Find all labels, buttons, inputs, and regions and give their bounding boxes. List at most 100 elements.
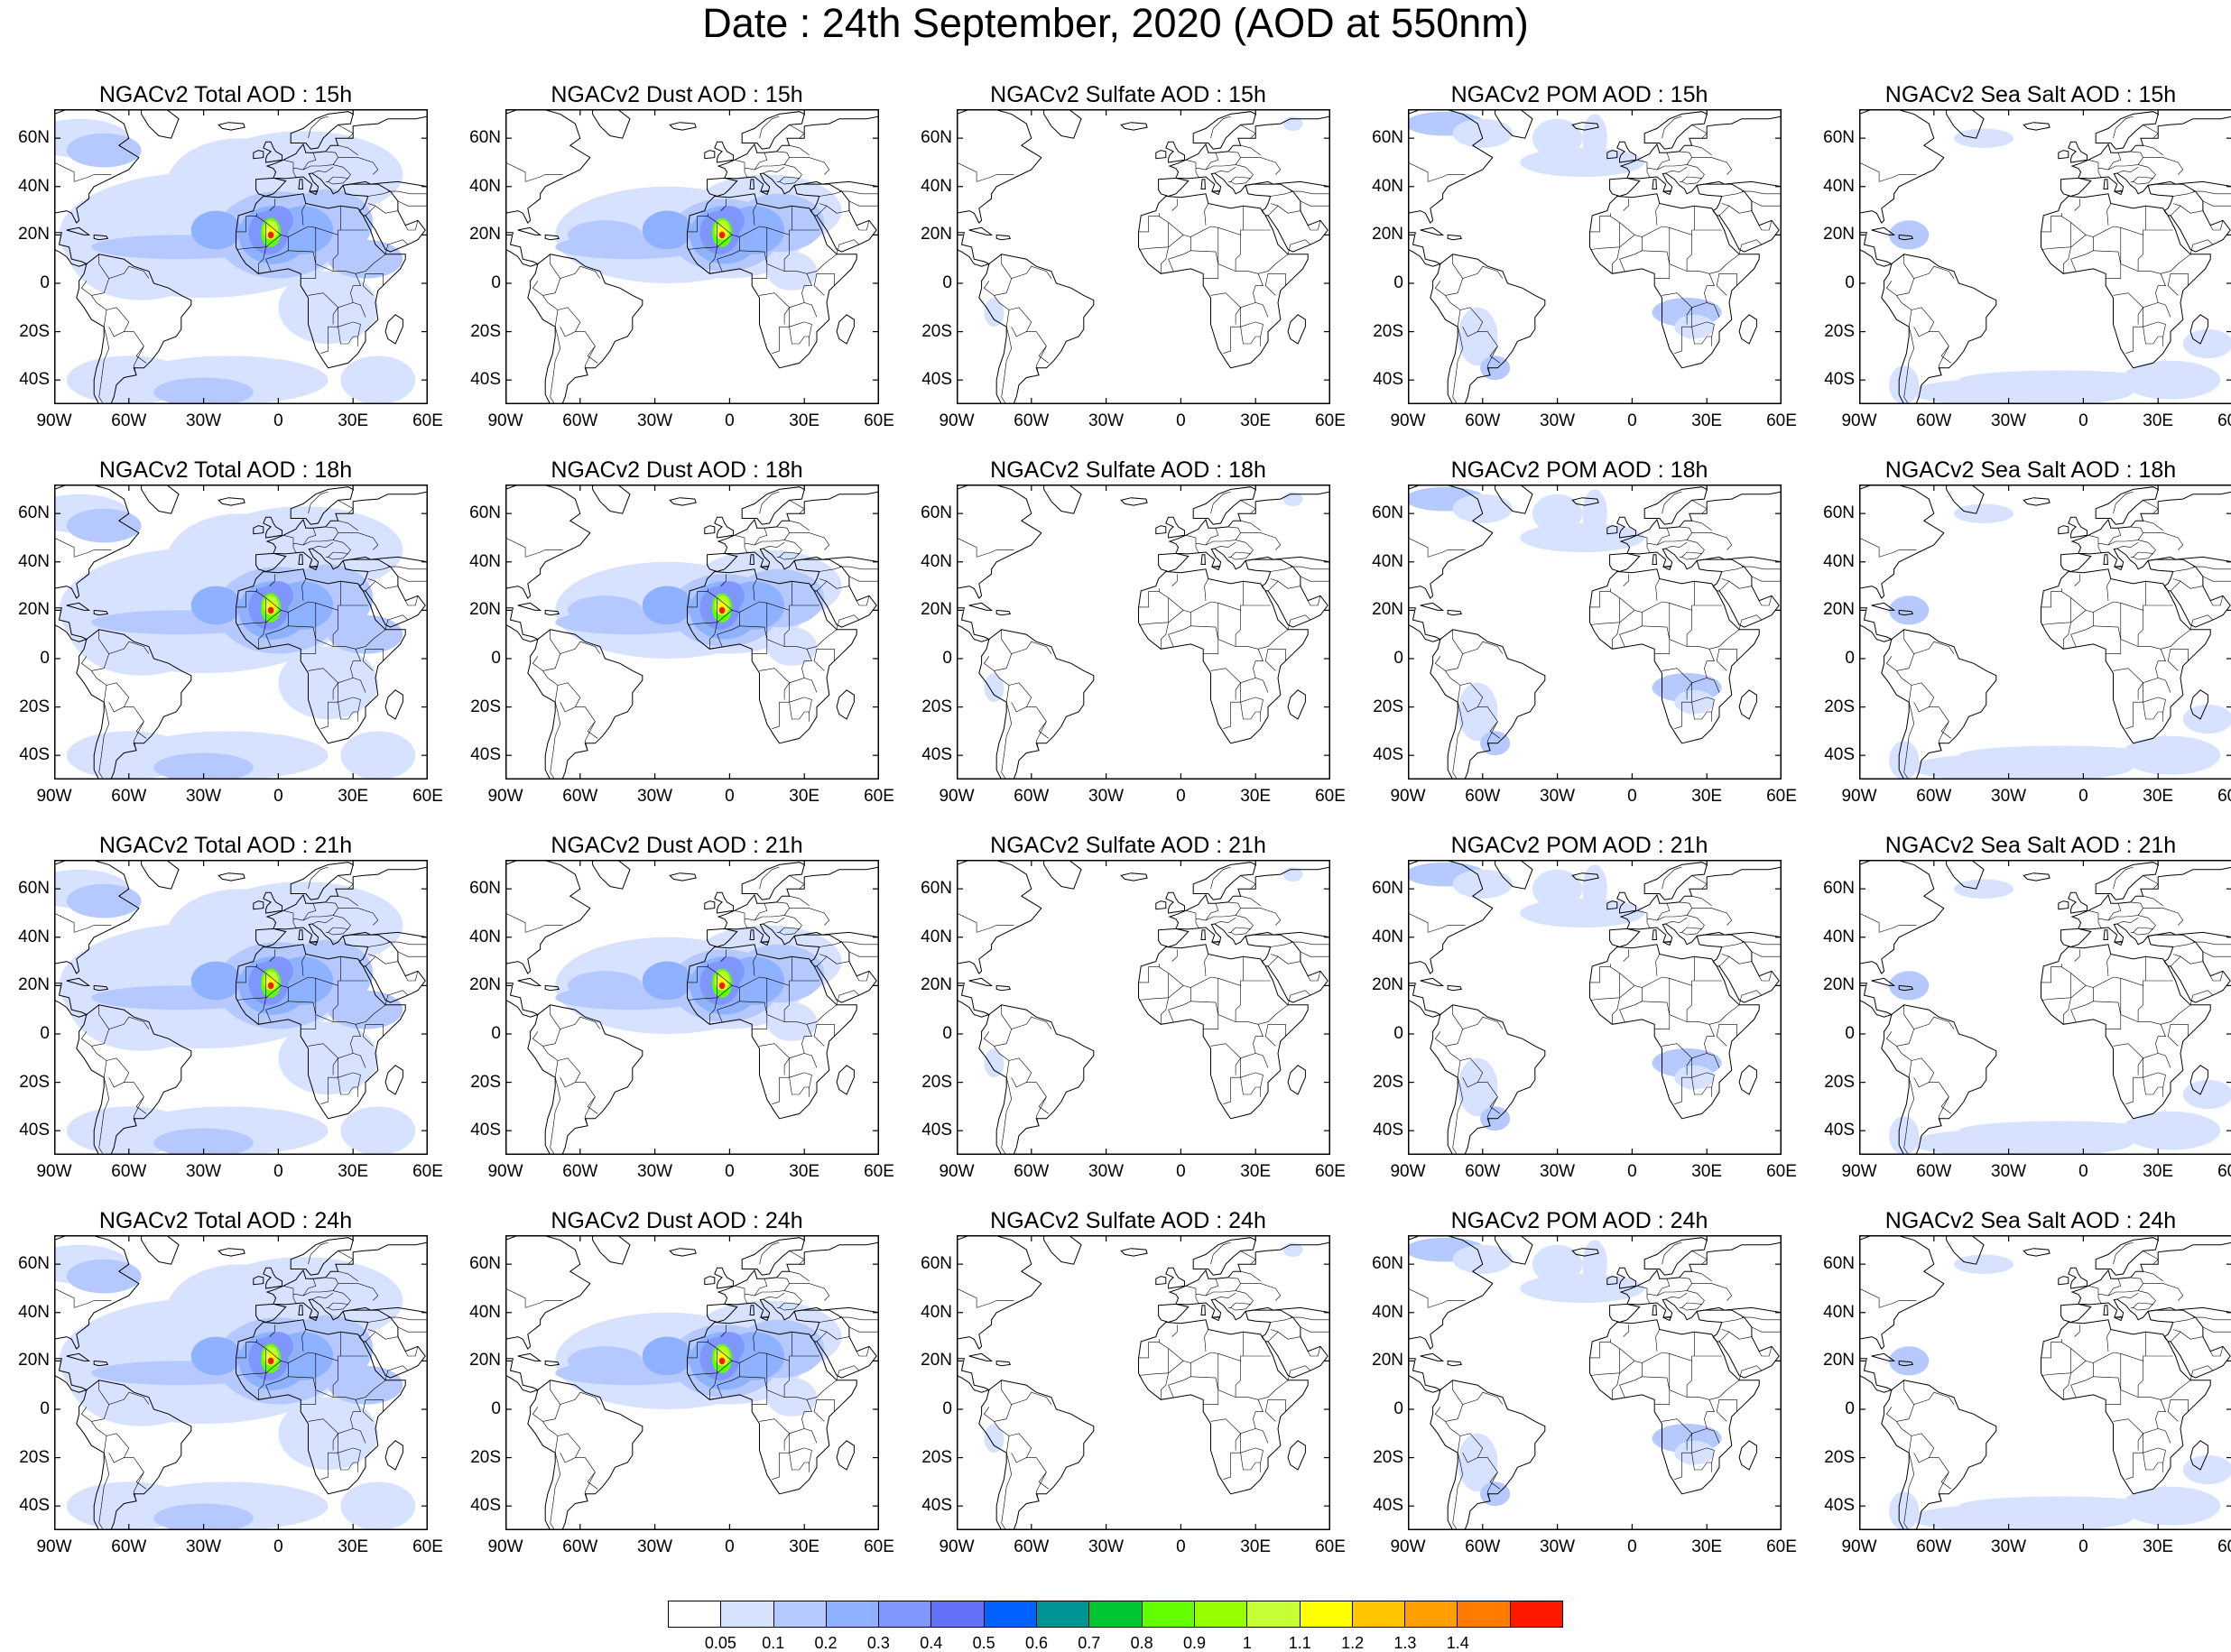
country-border xyxy=(1691,500,1708,514)
country-border xyxy=(404,1346,419,1357)
lon-tick-label: 30E xyxy=(338,787,369,806)
country-border xyxy=(135,1472,147,1490)
coastline xyxy=(1155,900,1167,910)
panel-title: NGACv2 Total AOD : 18h xyxy=(98,457,353,483)
coastline xyxy=(592,1235,631,1265)
country-border xyxy=(789,980,819,986)
country-border xyxy=(367,941,391,947)
coastline xyxy=(2058,525,2069,535)
country-border xyxy=(1210,866,1231,890)
country-border xyxy=(1623,949,1629,962)
country-border xyxy=(1655,1329,1661,1352)
country-border xyxy=(1185,1277,1241,1297)
country-border xyxy=(1636,901,1692,921)
country-border xyxy=(1859,912,1880,933)
coastline xyxy=(1738,314,1757,345)
country-border xyxy=(367,190,391,197)
coastline xyxy=(342,1309,426,1379)
country-border xyxy=(1691,1355,1722,1361)
country-border xyxy=(1253,649,1269,693)
country-border xyxy=(1138,213,1160,233)
country-border xyxy=(1240,908,1282,926)
lat-tick-label: 40S xyxy=(19,370,50,390)
country-border xyxy=(783,629,790,647)
lon-tick-label: 30W xyxy=(1540,411,1576,430)
country-border xyxy=(1300,576,1330,582)
lat-tick-label: 60N xyxy=(469,503,501,523)
country-border xyxy=(80,656,92,671)
country-border xyxy=(1482,265,1504,279)
coastline xyxy=(1138,568,1309,744)
country-border xyxy=(708,1342,790,1380)
country-border xyxy=(1138,235,1184,250)
country-border xyxy=(1691,605,1722,611)
country-border xyxy=(1240,875,1256,890)
panel-title: NGACv2 Total AOD : 24h xyxy=(98,1208,353,1233)
lat-tick-label: 40N xyxy=(921,1302,952,1322)
country-border xyxy=(838,1316,879,1321)
country-border xyxy=(2137,1380,2143,1398)
country-border xyxy=(308,115,329,139)
coastline xyxy=(1192,111,1256,150)
aod-shading xyxy=(1889,595,1930,625)
coastline xyxy=(1738,1065,1757,1095)
country-border xyxy=(325,915,351,933)
country-border xyxy=(1885,656,1897,671)
country-border xyxy=(1903,1077,1915,1155)
country-border xyxy=(1210,1418,1241,1480)
figure-title: Date : 24th September, 2020 (AOD at 550n… xyxy=(702,0,1529,46)
country-border xyxy=(308,491,329,514)
coastline xyxy=(2041,193,2211,369)
coastline xyxy=(760,566,770,571)
country-border xyxy=(1011,702,1047,751)
country-border xyxy=(1205,1278,1219,1297)
lon-tick-label: 30E xyxy=(2143,1537,2174,1556)
coastline xyxy=(76,1004,192,1155)
coastline xyxy=(290,862,354,900)
aod-map-svg xyxy=(505,860,879,1155)
coastline xyxy=(714,516,734,539)
lon-tick-label: 0 xyxy=(1176,787,1186,806)
country-border xyxy=(1681,1304,1702,1311)
country-border xyxy=(1444,1017,1484,1078)
country-border xyxy=(2143,500,2159,514)
country-border xyxy=(2063,223,2071,274)
coastline xyxy=(290,486,354,525)
lon-tick-label: 0 xyxy=(2078,411,2088,430)
country-border xyxy=(1195,1294,1200,1304)
country-border xyxy=(1459,307,1484,332)
country-border xyxy=(338,1072,361,1097)
lat-tick-label: 20N xyxy=(921,1351,952,1371)
aod-shading xyxy=(66,133,142,168)
map-panel: NGACv2 Sulfate AOD : 21h 60N 40N 20N 0 20S 40S… xyxy=(916,832,1346,1184)
panel-title: NGACv2 Total AOD : 15h xyxy=(98,82,353,107)
country-border xyxy=(1452,629,1463,654)
country-border xyxy=(1913,1453,1949,1501)
coastline xyxy=(218,122,245,131)
country-border xyxy=(789,500,805,514)
country-border xyxy=(856,1346,870,1357)
coastline xyxy=(263,516,282,539)
country-border xyxy=(813,1399,835,1422)
coastline xyxy=(1662,941,1672,946)
country-border xyxy=(789,144,810,156)
country-border xyxy=(1716,273,1737,296)
colorbar-swatch xyxy=(1405,1601,1458,1627)
country-border xyxy=(1911,307,1935,332)
country-border xyxy=(236,235,282,250)
country-border xyxy=(848,576,879,582)
country-border xyxy=(2041,610,2087,625)
lat-tick-label: 60N xyxy=(1823,128,1855,148)
coastline xyxy=(527,254,643,404)
lat-tick-label: 20S xyxy=(1824,697,1855,716)
country-border xyxy=(819,1316,842,1323)
coastline xyxy=(1696,1309,1780,1379)
map-panel: NGACv2 Sea Salt AOD : 18h 60N 40N 20N 0 20S 40… xyxy=(1819,457,2231,808)
country-border xyxy=(1161,598,1169,650)
coastline xyxy=(1738,1440,1757,1471)
country-border xyxy=(789,520,810,531)
country-border xyxy=(1589,610,1635,625)
country-border xyxy=(2133,553,2153,560)
country-border xyxy=(977,925,1014,933)
colorbar-swatch xyxy=(669,1601,722,1627)
